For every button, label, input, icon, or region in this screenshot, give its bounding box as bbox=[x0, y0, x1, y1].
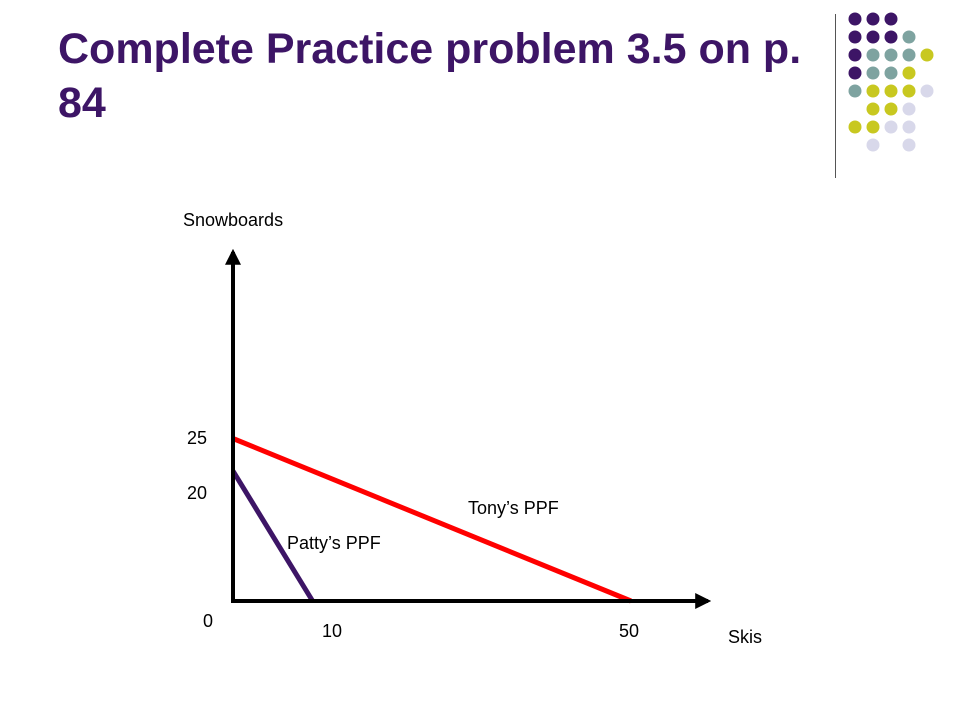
decorative-dot bbox=[902, 138, 916, 152]
tick-label-x-10: 10 bbox=[322, 621, 342, 641]
series-label-patty: Patty’s PPF bbox=[287, 533, 381, 553]
decorative-dot bbox=[902, 30, 916, 44]
series-line-tony bbox=[232, 436, 632, 604]
decorative-dot bbox=[902, 102, 916, 116]
decorative-dot bbox=[866, 138, 880, 152]
x-axis-label: Skis bbox=[728, 627, 762, 647]
decorative-dot bbox=[866, 102, 880, 116]
decorative-dot bbox=[848, 12, 862, 26]
decorative-dot bbox=[902, 84, 916, 98]
decorative-dot bbox=[920, 48, 934, 62]
decorative-dot bbox=[902, 66, 916, 80]
y-axis-label: Snowboards bbox=[183, 210, 283, 230]
tick-label-x-50: 50 bbox=[619, 621, 639, 641]
decorative-dot-grid bbox=[848, 12, 934, 152]
decorative-dot bbox=[866, 30, 880, 44]
decorative-dot bbox=[884, 48, 898, 62]
decorative-dot bbox=[884, 102, 898, 116]
tick-label-y-25: 25 bbox=[187, 428, 207, 448]
tick-label-x-0: 0 bbox=[203, 611, 213, 631]
decorative-dot bbox=[848, 66, 862, 80]
decorative-dot bbox=[848, 120, 862, 134]
decorative-dot bbox=[884, 12, 898, 26]
decorative-dot bbox=[866, 48, 880, 62]
decorative-dot bbox=[902, 48, 916, 62]
decorative-dot bbox=[866, 12, 880, 26]
decorative-dot bbox=[902, 120, 916, 134]
decorative-dot bbox=[848, 30, 862, 44]
series-label-tony: Tony’s PPF bbox=[468, 498, 559, 518]
decorative-dot bbox=[866, 84, 880, 98]
decorative-dot bbox=[884, 120, 898, 134]
decorative-dot bbox=[920, 84, 934, 98]
series-line-patty bbox=[230, 469, 315, 603]
decorative-dot bbox=[866, 66, 880, 80]
decorative-dot bbox=[884, 84, 898, 98]
tick-label-y-20: 20 bbox=[187, 483, 207, 503]
decorative-dot bbox=[848, 84, 862, 98]
title-divider bbox=[835, 14, 836, 178]
decorative-dot bbox=[884, 66, 898, 80]
decorative-dot bbox=[848, 48, 862, 62]
slide-title: Complete Practice problem 3.5 on p. 84 bbox=[58, 25, 802, 127]
decorative-dot bbox=[866, 120, 880, 134]
decorative-dot bbox=[884, 30, 898, 44]
